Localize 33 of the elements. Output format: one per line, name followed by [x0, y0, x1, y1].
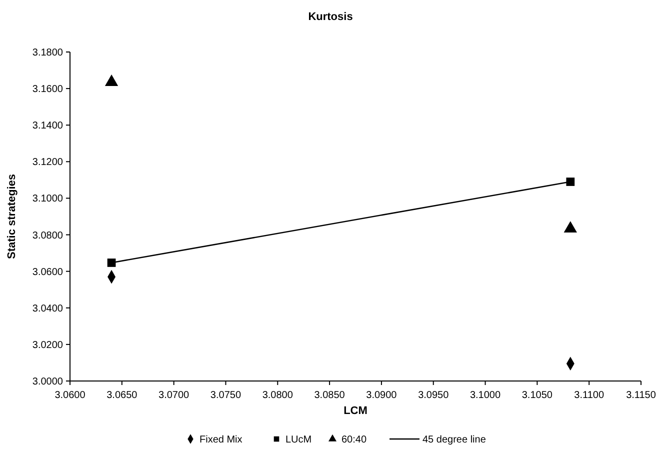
y-tick-label: 3.0600 [32, 266, 64, 278]
x-tick-label: 3.0600 [54, 390, 86, 401]
legend-label: Fixed Mix [200, 434, 242, 446]
y-tick-label: 3.0400 [32, 303, 64, 314]
y-tick-label: 3.1200 [32, 157, 64, 168]
point [566, 178, 575, 186]
x-tick-label: 3.0850 [314, 390, 346, 401]
x-tick-label: 3.1000 [470, 390, 501, 401]
x-tick-label: 3.1150 [626, 390, 656, 401]
y-tick-label: 3.1000 [32, 194, 64, 205]
x-tick-label: 3.0700 [158, 390, 190, 401]
x-tick-label: 3.0900 [366, 390, 398, 401]
y-tick-label: 3.1400 [32, 120, 64, 132]
x-tick-label: 3.0800 [262, 390, 294, 401]
y-axis-title: Static strategies [6, 174, 18, 259]
y-tick-label: 3.1600 [32, 84, 64, 96]
point [104, 74, 118, 86]
y-tick-label: 3.0000 [32, 376, 64, 388]
x-tick-label: 3.0950 [418, 390, 450, 401]
point [564, 221, 577, 233]
x-tick-label: 3.0650 [106, 390, 138, 401]
y-tick-label: 3.1800 [32, 48, 64, 58]
point [107, 258, 116, 267]
y-tick-label: 3.0800 [32, 230, 64, 242]
x-tick-label: 3.0750 [210, 390, 242, 401]
legend-label: 60:40 [342, 434, 367, 446]
legend-label: 45 degree line [422, 434, 486, 446]
y-tick-label: 3.0200 [32, 340, 64, 351]
x-axis-title: LCM [344, 405, 368, 417]
x-tick-label: 3.1050 [522, 390, 553, 401]
chart-title: Kurtosis [308, 11, 353, 23]
legend-label: LUcM [286, 434, 312, 446]
x-tick-label: 3.1100 [574, 390, 604, 401]
